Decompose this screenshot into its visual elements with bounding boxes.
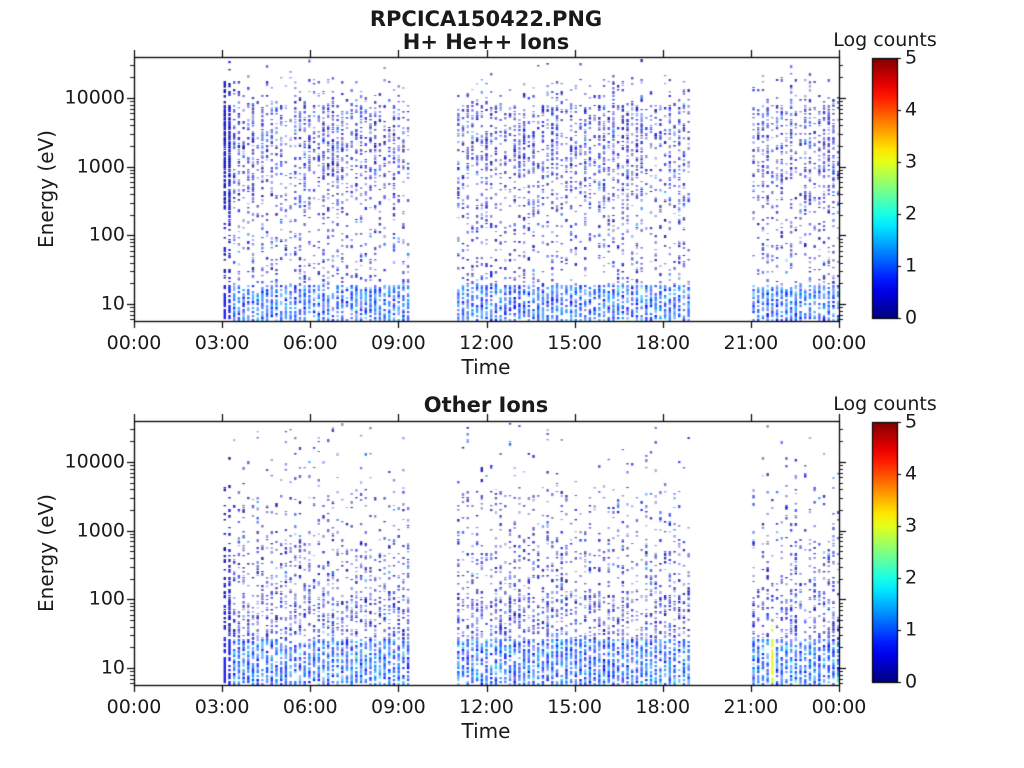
- colorbar-tick-label: 5: [905, 410, 918, 433]
- colorbar-label-top: Log counts: [833, 29, 937, 51]
- colorbar-tick-label: 1: [905, 618, 918, 641]
- y-tick-label: 10000: [64, 86, 125, 109]
- x-tick-label: 00:00: [811, 696, 867, 718]
- x-tick-label: 09:00: [370, 332, 426, 354]
- y-tick-label: 10: [100, 292, 125, 315]
- x-tick-label: 03:00: [194, 332, 250, 354]
- colorbar-tick-label: 1: [905, 254, 918, 277]
- colorbar-tick-label: 0: [905, 670, 918, 693]
- colorbar-tick-label: 4: [905, 462, 918, 485]
- x-tick-label: 18:00: [635, 332, 691, 354]
- x-tick-label: 03:00: [194, 696, 250, 718]
- x-tick-label: 18:00: [635, 696, 691, 718]
- y-tick-label: 1000: [76, 519, 125, 542]
- y-tick-label: 100: [88, 587, 125, 610]
- x-tick-label: 15:00: [547, 696, 603, 718]
- y-tick-label: 10: [100, 656, 125, 679]
- y-tick-label: 1000: [76, 155, 125, 178]
- x-axis-label-bottom-panel: Time: [461, 719, 511, 743]
- x-tick-label: 21:00: [723, 332, 779, 354]
- panel-title-h-he-ions: H+ He++ Ions: [402, 30, 570, 54]
- colorbar-tick-label: 3: [905, 514, 918, 537]
- y-axis-label-top-panel: Energy (eV): [34, 130, 58, 248]
- colorbar-tick-label: 5: [905, 46, 918, 69]
- x-axis-label-top-panel: Time: [461, 355, 511, 379]
- x-tick-label: 06:00: [282, 332, 338, 354]
- panel-title-other-ions: Other Ions: [423, 393, 549, 417]
- colorbar-tick-label: 4: [905, 98, 918, 121]
- x-tick-label: 12:00: [459, 696, 514, 718]
- colorbar-tick-label: 2: [905, 566, 918, 589]
- colorbar-label-bottom: Log counts: [833, 393, 937, 415]
- figure-title: RPCICA150422.PNG: [369, 7, 603, 31]
- colorbar-tick-label: 3: [905, 150, 918, 173]
- colorbar-tick-label: 0: [905, 306, 918, 329]
- x-tick-label: 21:00: [723, 696, 779, 718]
- x-tick-label: 06:00: [282, 696, 338, 718]
- x-tick-label: 00:00: [106, 696, 162, 718]
- x-tick-label: 09:00: [370, 696, 426, 718]
- y-tick-label: 100: [88, 223, 125, 246]
- x-tick-label: 00:00: [811, 332, 867, 354]
- colorbar-tick-label: 2: [905, 202, 918, 225]
- y-axis-label-bottom-panel: Energy (eV): [34, 494, 58, 612]
- x-tick-label: 00:00: [106, 332, 162, 354]
- x-tick-label: 15:00: [547, 332, 603, 354]
- y-tick-label: 10000: [64, 450, 125, 473]
- x-tick-label: 12:00: [459, 332, 514, 354]
